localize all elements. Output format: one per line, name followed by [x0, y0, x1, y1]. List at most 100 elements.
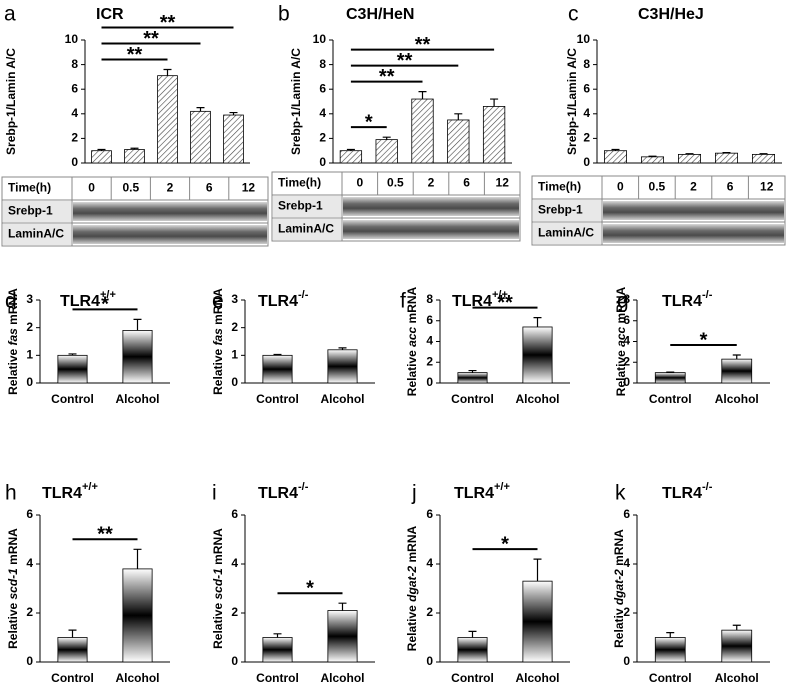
row-label-bg: [3, 224, 71, 245]
title-text: TLR4: [662, 485, 702, 502]
bar: [122, 568, 153, 663]
significance-label: *: [700, 329, 708, 351]
x-tick-label: Alcohol: [321, 671, 365, 685]
y-tick-label: 0: [623, 375, 630, 389]
y-tick-label: 4: [583, 106, 590, 120]
bar: [190, 110, 211, 164]
y-axis-label-part: acc: [614, 326, 628, 346]
title-text: C3H/HeN: [346, 6, 414, 23]
y-axis-label-part: Relative: [211, 346, 225, 395]
blot-row-label: Srebp-1: [8, 204, 53, 218]
significance-label: **: [143, 28, 159, 50]
y-tick-label: 1: [26, 348, 33, 362]
error-bar: [338, 347, 347, 350]
y-axis-label-part: scd-1: [211, 568, 225, 600]
time-label: 12: [760, 180, 774, 194]
row-label-bg: [533, 223, 601, 244]
time-label: 0.5: [649, 180, 666, 194]
chart-title: TLR4-/-: [258, 481, 309, 502]
y-axis-label-part: mRNA: [6, 528, 20, 568]
error-bar: [490, 98, 499, 107]
bar: [654, 372, 686, 384]
panel-letter: f: [400, 290, 406, 313]
bar: [641, 156, 665, 164]
bar: [457, 372, 488, 384]
time-label: 0: [617, 180, 624, 194]
row-label-bg: [273, 196, 341, 217]
bar: [678, 153, 702, 164]
blot-image: [603, 201, 784, 220]
y-axis-label-part: mRNA: [405, 286, 419, 326]
chart-title: ICR: [96, 6, 124, 23]
y-tick-label: 6: [583, 81, 590, 95]
error-bar: [666, 371, 675, 373]
y-tick-label: 2: [26, 320, 33, 334]
bar: [157, 75, 178, 164]
bar: [447, 119, 470, 164]
time-label: 6: [206, 181, 213, 195]
y-tick-label: 2: [426, 605, 433, 619]
y-tick-label: 6: [319, 81, 326, 95]
y-tick-label: 0: [583, 155, 590, 169]
chart-title: TLR4-/-: [258, 289, 309, 310]
y-axis-label-part: dgat-2: [405, 566, 419, 602]
error-bar: [273, 633, 282, 638]
title-text: ICR: [96, 6, 124, 23]
bar: [752, 153, 776, 164]
significance-label: **: [497, 292, 513, 314]
y-tick-label: 0: [231, 654, 238, 668]
error-bar: [468, 630, 477, 638]
y-axis-label-part: Relative: [405, 347, 419, 396]
y-tick-label: 2: [26, 605, 33, 619]
blot-image: [73, 225, 267, 244]
y-tick-label: 4: [623, 334, 630, 348]
error-bar: [338, 602, 347, 611]
y-tick-label: 8: [583, 57, 590, 71]
significance-label: *: [101, 294, 109, 316]
chart-title: TLR4-/-: [662, 289, 713, 310]
blot-row-label: LaminA/C: [8, 227, 64, 241]
error-bar: [130, 147, 139, 150]
significance-label: *: [306, 577, 314, 599]
bar: [411, 98, 434, 164]
y-tick-label: 6: [71, 81, 78, 95]
chart-title: TLR4+/+: [454, 481, 510, 502]
y-axis-label-part: Relative: [211, 600, 225, 649]
y-tick-label: 3: [231, 292, 238, 306]
y-axis-label: Relative scd-1 mRNA: [211, 528, 225, 649]
title-sup: +/+: [100, 289, 116, 301]
time-label: 6: [463, 176, 470, 190]
y-axis-label-part: mRNA: [211, 288, 225, 328]
y-axis-label-part: fas: [6, 328, 20, 346]
error-bar: [732, 354, 741, 360]
x-tick-label: Alcohol: [516, 671, 560, 685]
y-tick-label: 6: [231, 507, 238, 521]
x-tick-label: Alcohol: [116, 671, 160, 685]
bar: [122, 330, 153, 384]
y-axis-label-part: Relativ: [612, 605, 626, 648]
panel-letter: h: [5, 482, 17, 505]
y-tick-label: 0: [26, 375, 33, 389]
error-bar: [133, 548, 142, 569]
time-label: 12: [496, 176, 510, 190]
title-text: TLR4: [258, 485, 298, 502]
time-label: 2: [167, 181, 174, 195]
x-tick-label: Control: [256, 671, 299, 685]
blot-row-label: LaminA/C: [538, 226, 594, 240]
y-axis-label-part: mRNA: [405, 525, 419, 565]
x-tick-label: Control: [451, 392, 494, 406]
y-axis-label-part: Srebp-1/Lamin A/C: [289, 48, 303, 155]
title-text: TLR4: [60, 293, 100, 310]
title-text: TLR4: [662, 293, 702, 310]
title-sup: -/-: [702, 289, 713, 301]
title-text: TLR4: [452, 293, 492, 310]
y-axis-label-part: mRNA: [614, 286, 628, 326]
y-tick-label: 6: [623, 313, 630, 327]
y-tick-label: 0: [231, 375, 238, 389]
error-bar: [732, 624, 741, 631]
chart-title: TLR4-/-: [662, 481, 713, 502]
title-sup: +/+: [494, 481, 510, 493]
y-axis-label-part: Relative: [405, 602, 419, 651]
y-axis-label: Relative scd-1 mRNA: [6, 528, 20, 649]
error-bar: [611, 148, 620, 151]
